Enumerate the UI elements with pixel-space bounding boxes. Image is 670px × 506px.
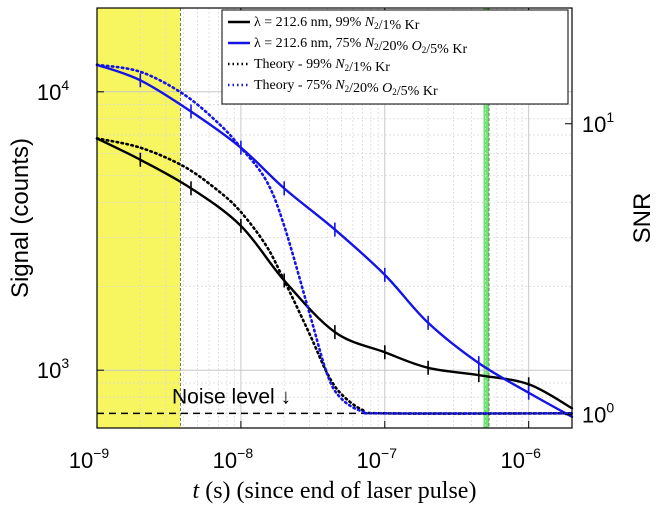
x-tick-label: 10−8 xyxy=(213,445,254,473)
x-tick-label-base: 10 xyxy=(213,448,237,473)
legend-text: N xyxy=(334,57,345,72)
legend-text: /1% Kr xyxy=(379,18,420,33)
legend-text: N xyxy=(334,78,345,93)
legend-entry-3: Theory - 99% N2/1% Kr xyxy=(254,57,390,75)
x-axis-label-variable: t xyxy=(193,478,201,504)
legend-text: λ = 212.6 nm, 99% xyxy=(254,15,365,30)
x-tick-label-exp: −8 xyxy=(237,445,253,461)
legend-entry-1: λ = 212.6 nm, 99% N2/1% Kr xyxy=(254,15,420,33)
noise-level-label: Noise level ↓ xyxy=(172,385,291,408)
y-tick-label-right-exp: 1 xyxy=(606,109,614,125)
legend-subscript: 2 xyxy=(374,42,379,52)
shaded-regions xyxy=(97,8,490,428)
y-tick-label-right-base: 10 xyxy=(582,112,606,137)
x-tick-label: 10−7 xyxy=(357,445,398,473)
legend-text: /20% xyxy=(379,39,412,54)
legend-text: Theory - 75% xyxy=(254,78,335,93)
x-tick-label-exp: −6 xyxy=(525,445,541,461)
shaded-region-1 xyxy=(97,8,181,428)
y-tick-label-left-base: 10 xyxy=(37,358,61,383)
legend-subscript: 2 xyxy=(422,45,427,55)
x-axis-label: t (s) (since end of laser pulse) xyxy=(193,478,477,504)
legend-text: O xyxy=(412,39,422,54)
x-tick-label: 10−9 xyxy=(69,445,110,473)
x-tick-label-base: 10 xyxy=(357,448,381,473)
legend-text: /5% Kr xyxy=(397,84,438,99)
legend-text: O xyxy=(382,81,392,96)
legend-subscript: 2 xyxy=(345,84,350,94)
x-tick-label-exp: −7 xyxy=(381,445,397,461)
y-tick-label-left-exp: 4 xyxy=(61,77,69,93)
legend-text: λ = 212.6 nm, 75% xyxy=(254,36,365,51)
legend-entry-4: Theory - 75% N2/20% O2/5% Kr xyxy=(254,78,438,99)
y-tick-label-left-base: 10 xyxy=(37,80,61,105)
legend-text: Theory - 99% xyxy=(254,57,335,72)
shaded-region-2 xyxy=(483,8,490,428)
y-axis-label-right: SNR xyxy=(629,193,656,244)
series-line-4 xyxy=(95,63,574,415)
y-tick-label-left-exp: 3 xyxy=(61,355,69,371)
y-axis-label-left: Signal (counts) xyxy=(7,138,34,298)
y-tick-label-right-exp: 0 xyxy=(606,400,614,416)
x-tick-label-exp: −9 xyxy=(93,445,109,461)
legend: λ = 212.6 nm, 99% N2/1% Krλ = 212.6 nm, … xyxy=(221,9,569,105)
legend-text: N xyxy=(364,36,375,51)
legend-box xyxy=(221,9,569,105)
y-tick-label-left: 104 xyxy=(37,77,69,105)
legend-entry-2: λ = 212.6 nm, 75% N2/20% O2/5% Kr xyxy=(254,36,467,57)
y-tick-label-right-base: 10 xyxy=(582,403,606,428)
y-tick-label-right: 101 xyxy=(582,109,614,137)
legend-subscript: 2 xyxy=(392,87,397,97)
legend-text: /1% Kr xyxy=(349,60,390,75)
series-lines xyxy=(95,63,574,419)
plot-area-frame xyxy=(96,7,573,429)
y-tick-label-right: 100 xyxy=(582,400,614,428)
legend-subscript: 2 xyxy=(345,63,350,73)
legend-text: N xyxy=(364,15,375,30)
x-tick-label-base: 10 xyxy=(500,448,524,473)
y-tick-label-left: 103 xyxy=(37,355,69,383)
x-tick-label-base: 10 xyxy=(69,448,93,473)
legend-text: /5% Kr xyxy=(426,42,467,57)
legend-subscript: 2 xyxy=(374,21,379,31)
legend-text: /20% xyxy=(349,81,382,96)
x-tick-label: 10−6 xyxy=(500,445,541,473)
x-axis-label-rest: (s) (since end of laser pulse) xyxy=(199,478,476,504)
